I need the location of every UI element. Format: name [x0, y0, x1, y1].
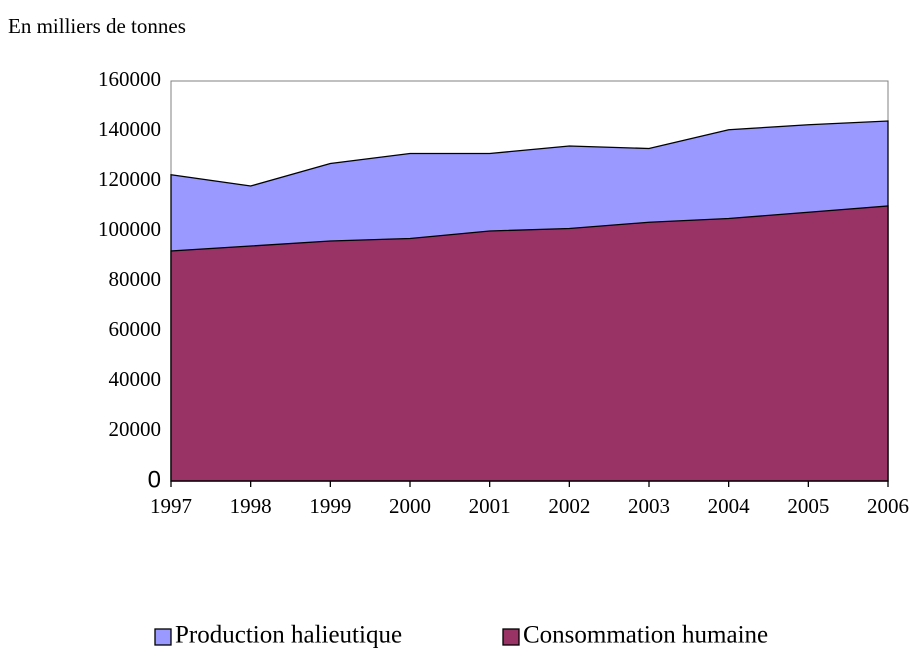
y-tick-label: 40000 — [109, 367, 162, 391]
area — [170, 205, 889, 482]
x-tick-label: 2005 — [787, 494, 829, 518]
x-tick-label: 1997 — [150, 494, 192, 518]
y-tick-label: 140000 — [98, 117, 161, 141]
legend-swatch — [154, 628, 172, 646]
y-tick-label: 20000 — [109, 417, 162, 441]
x-tick-label: 2006 — [867, 494, 909, 518]
x-tick-label: 2002 — [548, 494, 590, 518]
y-tick-label: 80000 — [109, 267, 162, 291]
legend-label: Production halieutique — [175, 622, 402, 649]
x-tick-label: 2001 — [469, 494, 511, 518]
y-tick-label: 160000 — [98, 67, 161, 91]
y-tick-label: 120000 — [98, 167, 161, 191]
x-tick-label: 2000 — [389, 494, 431, 518]
legend-label: Consommation humaine — [523, 622, 768, 649]
legend-swatch — [502, 628, 520, 646]
y-tick-label: 60000 — [109, 317, 162, 341]
y-tick-label: 100000 — [98, 217, 161, 241]
y-tick-label: 0 — [148, 466, 161, 493]
x-tick-label: 2003 — [628, 494, 670, 518]
x-tick-label: 2004 — [708, 494, 751, 518]
x-tick-label: 1999 — [309, 494, 351, 518]
chart-subtitle: En milliers de tonnes — [8, 14, 186, 38]
x-tick-label: 1998 — [230, 494, 272, 518]
